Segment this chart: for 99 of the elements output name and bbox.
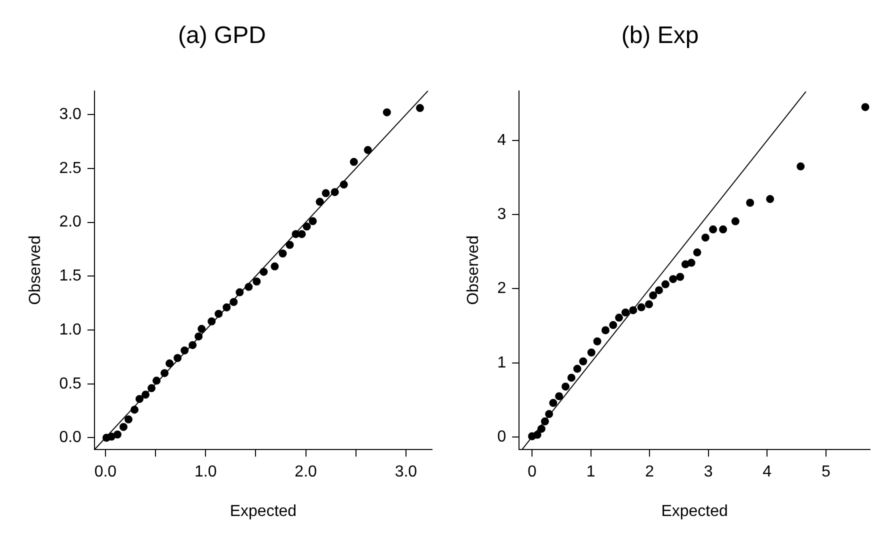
point <box>719 225 728 234</box>
point <box>693 248 702 256</box>
point <box>593 337 602 346</box>
y-tick-label: 2.0 <box>59 214 82 231</box>
point <box>174 354 182 362</box>
point <box>545 410 554 418</box>
y-axis-title: Observed <box>27 236 44 305</box>
point <box>562 382 570 391</box>
point <box>166 359 174 368</box>
x-tick-label: 2 <box>645 464 654 481</box>
point <box>796 162 805 170</box>
x-tick-label: 3.0 <box>394 464 418 481</box>
y-tick-label: 0.5 <box>59 375 82 392</box>
x-tick-label: 2.0 <box>294 464 318 481</box>
x-tick-label: 3 <box>704 464 713 481</box>
point <box>322 189 330 198</box>
x-tick-label: 5 <box>821 464 830 481</box>
point <box>286 240 294 249</box>
y-tick-label: 2.5 <box>59 160 82 177</box>
point <box>330 188 339 196</box>
point <box>687 258 696 267</box>
point <box>533 430 542 439</box>
point <box>731 217 740 226</box>
point <box>152 376 161 385</box>
point <box>214 310 223 318</box>
y-tick-label: 4 <box>497 132 506 149</box>
point <box>208 317 216 326</box>
x-axis-title: Expected <box>661 502 728 520</box>
x-axis-title: Expected <box>230 502 297 520</box>
x-tick-label: 0 <box>528 464 537 481</box>
y-tick-label: 3 <box>497 206 506 224</box>
point <box>746 198 754 207</box>
point <box>861 103 870 112</box>
point <box>621 308 630 316</box>
point <box>298 230 306 238</box>
point <box>236 288 244 296</box>
x-tick-label: 4 <box>762 464 772 481</box>
point <box>244 282 253 291</box>
point <box>188 341 197 350</box>
point <box>629 306 638 314</box>
point <box>654 286 663 294</box>
y-tick-label: 1.5 <box>59 268 82 285</box>
point <box>649 291 658 300</box>
point <box>537 424 546 433</box>
y-tick-label: 2 <box>497 280 506 298</box>
point <box>136 394 144 403</box>
point <box>260 268 268 276</box>
point <box>350 158 358 166</box>
point <box>676 272 684 281</box>
point <box>766 195 774 204</box>
y-axis-title: Observed <box>465 236 482 305</box>
y-tick-label: 1 <box>497 354 506 372</box>
point <box>194 332 203 340</box>
point <box>160 369 169 378</box>
point <box>278 250 287 258</box>
point <box>644 300 653 308</box>
point <box>573 364 582 373</box>
point <box>609 321 618 330</box>
point <box>364 146 372 154</box>
point <box>302 222 311 231</box>
point <box>615 314 624 322</box>
point <box>142 390 150 399</box>
point <box>124 415 132 424</box>
y-tick-label: 0 <box>497 428 506 446</box>
point <box>270 262 279 270</box>
point <box>308 217 317 226</box>
point <box>340 180 348 189</box>
y-tick-label: 3.0 <box>59 106 82 123</box>
point <box>701 234 710 242</box>
point <box>113 430 122 439</box>
point <box>130 406 139 414</box>
point <box>579 357 588 366</box>
point <box>587 348 596 356</box>
point <box>316 198 324 206</box>
point <box>669 275 678 284</box>
point <box>637 303 646 312</box>
point <box>198 324 206 333</box>
chart-title: (b) Exp <box>621 22 699 50</box>
point <box>567 374 576 382</box>
point <box>661 280 670 288</box>
y-tick-label: 0.0 <box>59 429 82 446</box>
point <box>230 298 238 306</box>
point <box>180 346 189 354</box>
point <box>222 303 231 312</box>
point <box>602 326 610 334</box>
x-tick-label: 1.0 <box>194 464 217 481</box>
chart-title: (a) GPD <box>178 22 266 50</box>
point <box>709 225 718 234</box>
point <box>549 398 558 407</box>
point <box>382 108 391 116</box>
point <box>416 104 424 112</box>
point <box>555 392 564 400</box>
x-tick-label: 1 <box>586 464 596 481</box>
x-tick-label: 0.0 <box>94 464 117 481</box>
point <box>540 417 549 426</box>
point <box>119 422 128 431</box>
y-tick-label: 1.0 <box>59 321 82 338</box>
point <box>148 384 156 392</box>
point <box>252 278 261 286</box>
